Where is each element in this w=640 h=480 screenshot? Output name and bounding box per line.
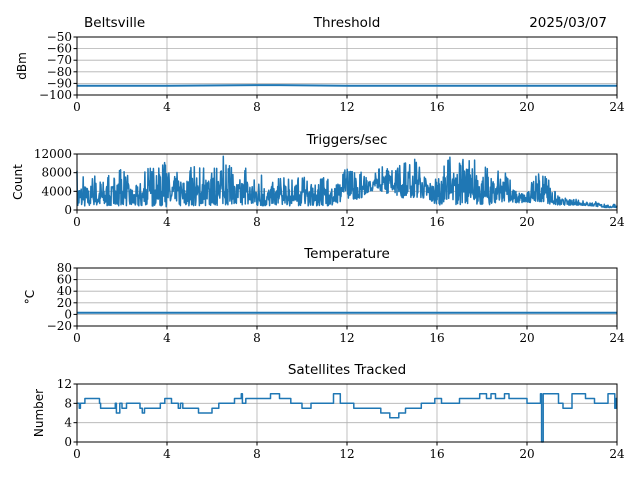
site-label: Beltsville <box>84 15 145 31</box>
x-tick-label: 4 <box>163 447 171 461</box>
y-tick-label: 0 <box>64 203 72 217</box>
y-tick-label: −100 <box>39 88 72 102</box>
x-tick-label: 16 <box>429 447 444 461</box>
subplot-title: Triggers/sec <box>306 132 388 148</box>
y-tick-label: 20 <box>57 296 72 310</box>
y-tick-label: 12 <box>57 377 72 391</box>
y-axis-label: °C <box>23 290 37 304</box>
x-tick-label: 4 <box>163 215 171 229</box>
y-tick-label: 0 <box>64 307 72 321</box>
x-tick-label: 24 <box>609 100 625 114</box>
y-tick-label: 4000 <box>41 184 72 198</box>
x-tick-label: 20 <box>519 215 534 229</box>
x-tick-label: 8 <box>253 447 261 461</box>
y-tick-label: −80 <box>47 65 72 79</box>
y-tick-label: −70 <box>47 53 72 67</box>
y-tick-label: 60 <box>57 273 72 287</box>
y-axis-label: Number <box>32 389 46 437</box>
y-tick-label: 40 <box>57 284 72 298</box>
subplot-title: Threshold <box>313 15 381 31</box>
subplot-title: Satellites Tracked <box>288 362 406 378</box>
subplot-title: Temperature <box>303 246 390 262</box>
x-tick-label: 24 <box>609 331 625 345</box>
y-tick-label: 4 <box>64 416 72 430</box>
y-tick-label: 80 <box>57 261 72 275</box>
y-tick-label: −90 <box>47 76 72 90</box>
subplot-2: 0 4 8 12 16 20 24 0 4000 8000 12000 Triggers/sec Cou… <box>11 132 625 229</box>
x-tick-label: 0 <box>73 447 81 461</box>
y-tick-label: 0 <box>64 435 72 449</box>
date-label: 2025/03/07 <box>529 15 607 31</box>
data-series-line <box>77 392 617 443</box>
x-tick-label: 12 <box>339 100 354 114</box>
y-axis-label: Count <box>11 164 25 200</box>
x-tick-label: 8 <box>253 215 261 229</box>
y-tick-label: −50 <box>47 30 72 44</box>
x-tick-label: 20 <box>519 447 534 461</box>
x-tick-label: 20 <box>519 100 534 114</box>
x-tick-label: 8 <box>253 100 261 114</box>
data-series-line <box>77 84 617 87</box>
x-tick-label: 4 <box>163 100 171 114</box>
y-tick-label: −20 <box>47 319 72 333</box>
x-tick-label: 12 <box>339 331 354 345</box>
x-tick-label: 8 <box>253 331 261 345</box>
x-tick-label: 0 <box>73 100 81 114</box>
data-series-line <box>76 155 618 209</box>
x-tick-label: 0 <box>73 331 81 345</box>
x-tick-label: 24 <box>609 447 625 461</box>
y-tick-label: −60 <box>47 42 72 56</box>
y-tick-label: 8000 <box>41 166 72 180</box>
x-tick-label: 12 <box>339 215 354 229</box>
x-tick-label: 4 <box>163 331 171 345</box>
x-tick-label: 16 <box>429 331 444 345</box>
x-tick-label: 0 <box>73 215 81 229</box>
x-tick-label: 20 <box>519 331 534 345</box>
y-axis-label: dBm <box>15 52 29 80</box>
x-tick-label: 24 <box>609 215 625 229</box>
x-tick-label: 16 <box>429 215 444 229</box>
y-tick-label: 12000 <box>34 147 72 161</box>
y-tick-label: 8 <box>64 396 72 410</box>
subplot-1: 0 4 8 12 16 20 24 −100−90−80−70−60−50 Threshold d… <box>15 15 625 114</box>
subplot-4: 0 4 8 12 16 20 24 0 4 8 12 Satellites Tracked Number <box>32 362 625 461</box>
x-tick-label: 12 <box>339 447 354 461</box>
x-tick-label: 16 <box>429 100 444 114</box>
